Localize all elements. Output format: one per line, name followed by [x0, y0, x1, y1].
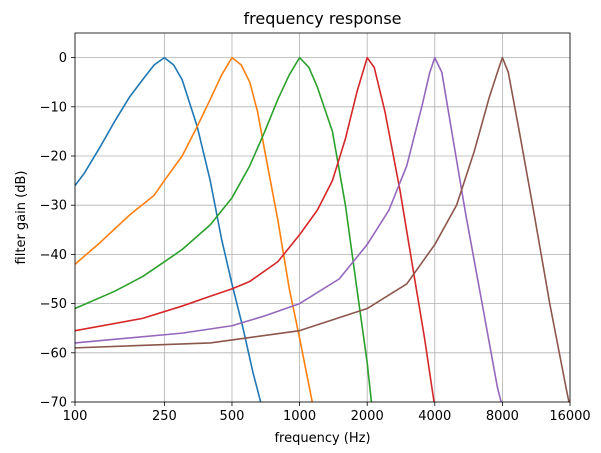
x-tick-label: 2000: [351, 409, 384, 424]
series-line-4: [75, 56, 435, 402]
x-tick-label: 4000: [418, 409, 451, 424]
y-tick-label: −50: [40, 297, 67, 312]
y-tick-label: 0: [59, 51, 67, 66]
chart-title: frequency response: [243, 9, 401, 28]
x-tick-label: 8000: [486, 409, 519, 424]
x-tick-label: 16000: [549, 409, 590, 424]
x-axis-label: frequency (Hz): [274, 431, 370, 446]
grid: [74, 33, 571, 403]
x-tick-label: 1000: [283, 409, 316, 424]
x-axis-ticks: 100 250 500 1000 2000 4000 8000 16000: [63, 402, 591, 424]
y-tick-label: −40: [40, 248, 67, 263]
x-tick-label: 100: [63, 409, 88, 424]
series-line-6: [75, 56, 570, 402]
series-line-3: [75, 56, 373, 402]
y-tick-label: −10: [40, 100, 67, 115]
plot-frame: [74, 32, 571, 403]
y-tick-label: −20: [40, 150, 67, 165]
y-tick-label: −70: [40, 396, 67, 411]
x-tick-label: 250: [152, 409, 177, 424]
y-axis-ticks: 0 −10 −20 −30 −40 −50 −60 −70: [40, 51, 75, 411]
x-tick-label: 500: [220, 409, 245, 424]
series-line-2: [75, 56, 314, 402]
series-line-1: [75, 56, 262, 402]
series-line-5: [75, 56, 502, 402]
y-tick-label: −30: [40, 199, 67, 214]
y-tick-label: −60: [40, 346, 67, 361]
y-axis-label: filter gain (dB): [14, 171, 29, 265]
series-group: [75, 56, 570, 402]
